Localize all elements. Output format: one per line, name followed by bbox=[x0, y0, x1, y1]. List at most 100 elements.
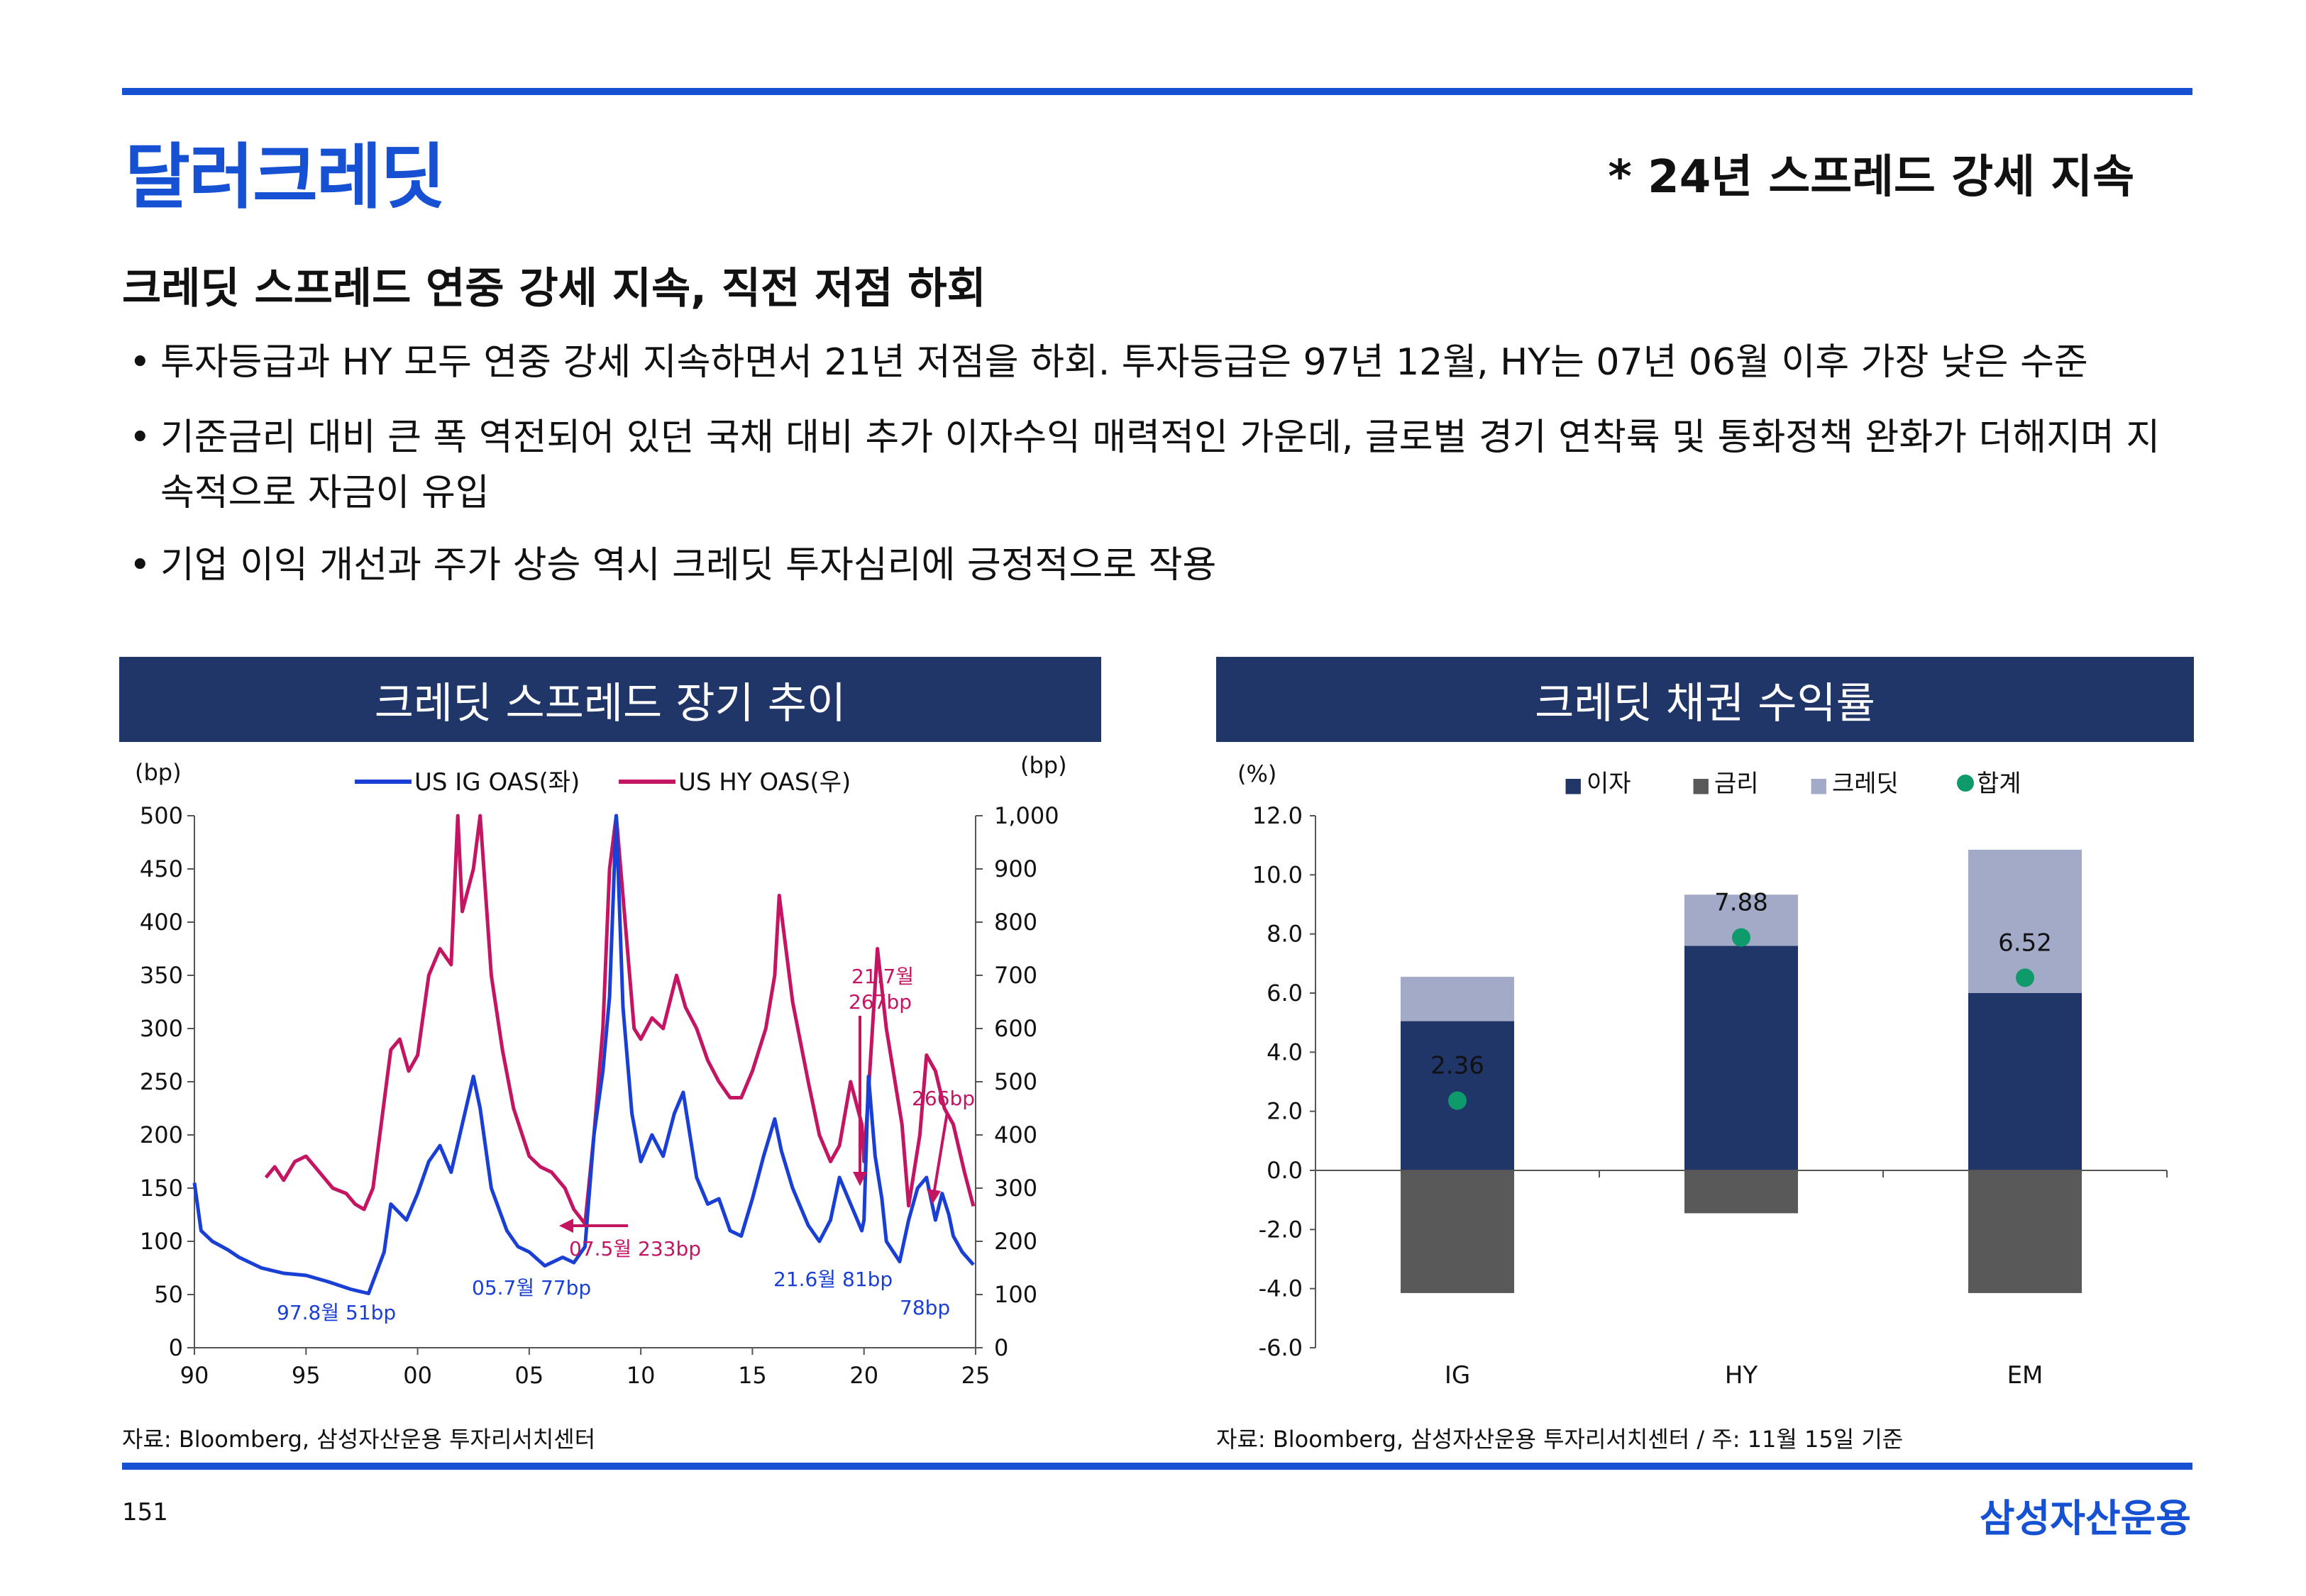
x-tick-label: 10 bbox=[627, 1362, 656, 1389]
y-right-tick-label: 1,000 bbox=[994, 802, 1059, 829]
y-left-unit: (bp) bbox=[135, 759, 182, 786]
annotation-arrowhead-hy-21 bbox=[853, 1172, 867, 1186]
return-bar-chart: (%) ■ 이자 ■ 금리 ■ 크레딧 합계 -6.0 -4.0 -2.0 0.0 2.… bbox=[1237, 760, 2168, 1390]
annotation-hy-current: 266bp bbox=[912, 1087, 975, 1110]
x-tick-label: 25 bbox=[961, 1362, 991, 1389]
chart-legend: ■ 이자 ■ 금리 ■ 크레딧 합계 bbox=[1564, 770, 2021, 798]
y-right-tick-label: 800 bbox=[994, 909, 1037, 936]
annotation-ig-21-low: 21.6월 81bp bbox=[773, 1268, 893, 1291]
legend-marker-interest: ■ bbox=[1564, 773, 1582, 797]
y-tick-label: 0.0 bbox=[1267, 1157, 1303, 1184]
legend-label-ig: US IG OAS(좌) bbox=[414, 768, 580, 797]
legend-label-rate: 금리 bbox=[1714, 770, 1759, 798]
x-ticks: 90 95 00 05 10 15 20 25 bbox=[180, 1348, 991, 1389]
x-tick-label: 05 bbox=[514, 1362, 544, 1389]
legend-label-credit: 크레딧 bbox=[1832, 770, 1899, 798]
bullet-text: 기업 이익 개선과 주가 상승 역시 크레딧 투자심리에 긍정적으로 작용 bbox=[160, 544, 1217, 587]
company-logo: 삼성자산운용 bbox=[1979, 1496, 2191, 1541]
y-left-tick-label: 150 bbox=[140, 1175, 183, 1202]
total-marker bbox=[1732, 928, 1750, 947]
y-left-tick-label: 250 bbox=[140, 1068, 183, 1095]
total-data-label: 7.88 bbox=[1714, 889, 1768, 917]
y-tick-label: -4.0 bbox=[1259, 1275, 1303, 1302]
bullet-item: • 기업 이익 개선과 주가 상승 역시 크레딧 투자심리에 긍정적으로 작용 bbox=[129, 538, 2187, 593]
bars: 2.36 7.88 6.52 bbox=[1315, 849, 2168, 1293]
x-tick-label: 00 bbox=[403, 1362, 432, 1389]
x-category-labels: IG HY EM bbox=[1445, 1361, 2043, 1390]
right-panel-header: 크레딧 채권 수익률 bbox=[1216, 657, 2194, 742]
y-left-ticks: 0 50 100 150 200 250 300 350 400 450 500 bbox=[140, 802, 194, 1361]
annotation-hy-21-month: 21.7월 bbox=[851, 965, 914, 988]
legend-marker-total bbox=[1957, 775, 1974, 792]
chart-legend: US IG OAS(좌) US HY OAS(우) bbox=[355, 768, 851, 797]
annotation-ig-97-low: 97.8월 51bp bbox=[277, 1301, 396, 1324]
bullet-marker: • bbox=[129, 544, 151, 587]
y-left-tick-label: 400 bbox=[140, 909, 183, 936]
y-tick-label: 6.0 bbox=[1267, 980, 1303, 1007]
y-unit: (%) bbox=[1237, 760, 1276, 787]
left-panel-title: 크레딧 스프레드 장기 추이 bbox=[374, 678, 846, 728]
total-marker bbox=[2016, 968, 2034, 987]
bar-rate bbox=[1684, 1170, 1798, 1214]
bottom-rule bbox=[122, 1463, 2192, 1470]
top-note: * 24년 스프레드 강세 지속 bbox=[1608, 151, 2134, 204]
series-line-us-ig-oas bbox=[192, 814, 975, 1295]
y-tick-label: 12.0 bbox=[1252, 802, 1303, 829]
bullet-item: • 투자등급과 HY 모두 연중 강세 지속하면서 21년 저점을 하회. 투자… bbox=[129, 335, 2187, 390]
page-title: 달러크레딧 bbox=[125, 135, 446, 218]
annotation-arrowhead-hy-current bbox=[927, 1189, 941, 1204]
top-rule bbox=[122, 88, 2192, 95]
spread-line-chart: (bp) (bp) US IG OAS(좌) US HY OAS(우) 0501… bbox=[135, 752, 1067, 1389]
x-tick-label: 95 bbox=[292, 1362, 321, 1389]
y-right-ticks: 0 100 200 300 400 500 600 700 800 900 1,000 bbox=[976, 802, 1059, 1361]
annotation-ig-current: 78bp bbox=[900, 1296, 950, 1319]
annotations: 97.8월 51bp 05.7월 77bp 07.5월 233bp 21.6월 … bbox=[277, 965, 975, 1324]
x-category-label: HY bbox=[1725, 1361, 1758, 1390]
y-left-tick-label: 50 bbox=[154, 1281, 183, 1308]
y-right-tick-label: 500 bbox=[994, 1068, 1037, 1095]
y-tick-label: 4.0 bbox=[1267, 1038, 1303, 1065]
annotation-hy-21-value: 267bp bbox=[849, 990, 912, 1014]
bar-interest bbox=[1684, 946, 1798, 1170]
right-source-note: 자료: Bloomberg, 삼성자산운용 투자리서치센터 / 주: 11월 1… bbox=[1216, 1426, 1904, 1453]
bullet-marker: • bbox=[129, 341, 151, 384]
y-right-tick-label: 0 bbox=[994, 1334, 1008, 1361]
y-right-tick-label: 400 bbox=[994, 1121, 1037, 1148]
legend-label-total: 합계 bbox=[1977, 770, 2021, 798]
y-left-tick-label: 350 bbox=[140, 962, 183, 989]
x-category-label: EM bbox=[2007, 1361, 2043, 1390]
bar-rate bbox=[1968, 1170, 2082, 1293]
total-data-label: 6.52 bbox=[1998, 929, 2052, 957]
bar-rate bbox=[1401, 1170, 1514, 1293]
left-panel-header: 크레딧 스프레드 장기 추이 bbox=[119, 657, 1101, 742]
bullet-text: 기준금리 대비 큰 폭 역전되어 있던 국채 대비 추가 이자수익 매력적인 가… bbox=[160, 416, 2161, 514]
y-left-tick-label: 450 bbox=[140, 855, 183, 882]
y-right-tick-label: 300 bbox=[994, 1175, 1037, 1202]
bar-interest bbox=[1968, 993, 2082, 1170]
bullet-text: 투자등급과 HY 모두 연중 강세 지속하면서 21년 저점을 하회. 투자등급… bbox=[160, 341, 2088, 384]
annotation-arrow-hy-current bbox=[932, 1112, 949, 1199]
annotation-arrowhead-hy-07 bbox=[559, 1219, 573, 1233]
y-tick-label: 10.0 bbox=[1252, 861, 1303, 888]
y-right-tick-label: 200 bbox=[994, 1228, 1037, 1255]
y-ticks: -6.0 -4.0 -2.0 0.0 2.0 4.0 6.0 8.0 10.0 12.0 bbox=[1252, 802, 1315, 1361]
y-left-tick-label: 0 bbox=[169, 1334, 183, 1361]
annotation-hy-07-low: 07.5월 233bp bbox=[569, 1237, 701, 1260]
right-panel-title: 크레딧 채권 수익률 bbox=[1535, 678, 1875, 728]
total-marker bbox=[1448, 1091, 1467, 1110]
y-tick-label: 8.0 bbox=[1267, 921, 1303, 948]
legend-marker-credit: ■ bbox=[1809, 773, 1828, 797]
section-heading: 크레딧 스프레드 연중 강세 지속, 직전 저점 하회 bbox=[122, 264, 986, 314]
y-left-tick-label: 500 bbox=[140, 802, 183, 829]
legend-label-interest: 이자 bbox=[1587, 770, 1631, 798]
y-tick-label: -6.0 bbox=[1259, 1334, 1303, 1361]
legend-label-hy: US HY OAS(우) bbox=[678, 768, 851, 797]
bullet-item: • 기준금리 대비 큰 폭 역전되어 있던 국채 대비 추가 이자수익 매력적인… bbox=[129, 410, 2187, 521]
left-source-note: 자료: Bloomberg, 삼성자산운용 투자리서치센터 bbox=[122, 1426, 596, 1453]
y-right-tick-label: 900 bbox=[994, 855, 1037, 882]
x-category-label: IG bbox=[1445, 1361, 1470, 1390]
y-right-tick-label: 100 bbox=[994, 1281, 1037, 1308]
bullet-marker: • bbox=[129, 416, 151, 459]
y-left-tick-label: 100 bbox=[140, 1228, 183, 1255]
x-tick-label: 15 bbox=[738, 1362, 767, 1389]
